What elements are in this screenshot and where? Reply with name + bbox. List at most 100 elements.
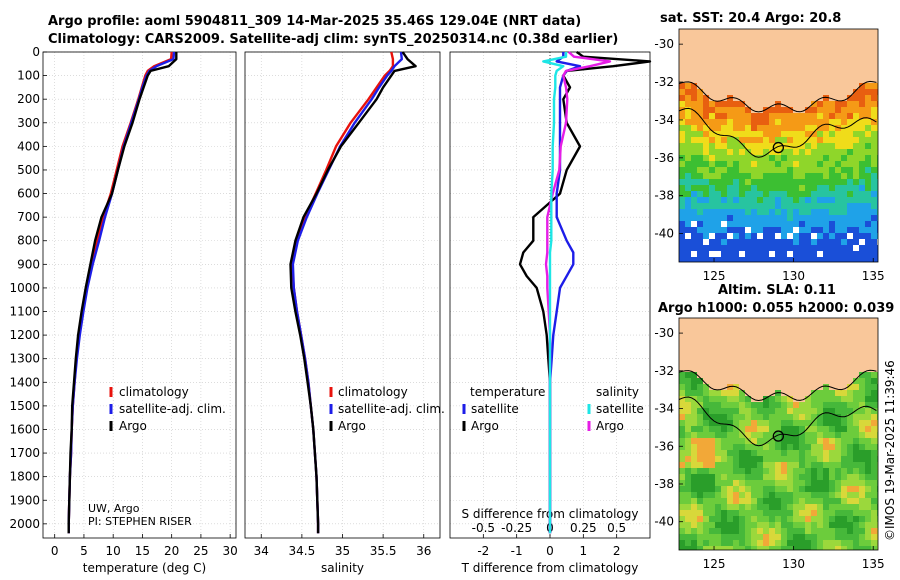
map-cell xyxy=(817,209,823,215)
map-cell xyxy=(697,546,703,550)
legend-label: Argo xyxy=(596,419,624,433)
map-cell xyxy=(745,119,751,125)
map-cell xyxy=(799,131,805,137)
map-cell xyxy=(697,540,703,546)
map-cell xyxy=(763,209,769,215)
map-cell xyxy=(769,245,775,251)
map-cell xyxy=(865,65,871,71)
map-cell xyxy=(859,53,865,59)
map-cell xyxy=(757,59,763,65)
map-cell xyxy=(727,143,733,149)
map-cell xyxy=(865,414,871,420)
map-cell xyxy=(829,143,835,149)
map-cell xyxy=(685,462,691,468)
map-cell xyxy=(715,366,721,372)
map-cell xyxy=(763,35,769,41)
map-cell xyxy=(715,35,721,41)
map-cell xyxy=(823,390,829,396)
map-cell xyxy=(685,402,691,408)
map-cell xyxy=(691,101,697,107)
map-cell xyxy=(721,516,727,522)
map-cell xyxy=(763,143,769,149)
map-cell xyxy=(817,251,823,257)
map-cell xyxy=(859,185,865,191)
map-cell xyxy=(811,498,817,504)
map-cell xyxy=(757,221,763,227)
map-cell xyxy=(697,444,703,450)
map-cell xyxy=(781,528,787,534)
map-cell xyxy=(805,239,811,245)
map-cell xyxy=(871,444,877,450)
map-cell xyxy=(793,41,799,47)
map-cell xyxy=(775,330,781,336)
map-cell xyxy=(697,354,703,360)
map-cell xyxy=(853,540,859,546)
map-cell xyxy=(847,35,853,41)
map-cell xyxy=(775,516,781,522)
map-cell xyxy=(781,468,787,474)
map-cell xyxy=(733,149,739,155)
map-cell xyxy=(823,498,829,504)
map-cell xyxy=(697,438,703,444)
map-cell xyxy=(817,89,823,95)
map-cell xyxy=(793,378,799,384)
map-cell xyxy=(847,528,853,534)
map-cell xyxy=(787,173,793,179)
map-cell xyxy=(865,390,871,396)
map-cell xyxy=(763,414,769,420)
map-cell xyxy=(697,468,703,474)
map-cell xyxy=(733,41,739,47)
map-cell xyxy=(823,143,829,149)
map-cell xyxy=(859,420,865,426)
map-cell xyxy=(757,155,763,161)
map-cell xyxy=(739,408,745,414)
map-cell xyxy=(691,450,697,456)
map-cell xyxy=(841,65,847,71)
map-cell xyxy=(763,336,769,342)
map-cell xyxy=(805,414,811,420)
map-cell xyxy=(691,143,697,149)
map-cell xyxy=(793,71,799,77)
map-cell xyxy=(853,257,859,262)
map-cell xyxy=(859,107,865,113)
map-cell xyxy=(829,185,835,191)
map-cell xyxy=(727,498,733,504)
map-cell xyxy=(823,65,829,71)
sst-map-frame xyxy=(678,28,879,263)
map-cell xyxy=(793,522,799,528)
map-cell xyxy=(763,366,769,372)
map-cell xyxy=(763,450,769,456)
map-cell xyxy=(871,47,877,53)
map-cell xyxy=(805,348,811,354)
map-cell xyxy=(733,408,739,414)
map-cell xyxy=(859,131,865,137)
map-cell xyxy=(691,474,697,480)
map-cell xyxy=(805,149,811,155)
map-cell xyxy=(769,137,775,143)
map-cell xyxy=(679,119,685,125)
map-cell xyxy=(817,408,823,414)
map-cell xyxy=(697,257,703,262)
map-cell xyxy=(715,107,721,113)
map-cell xyxy=(697,77,703,83)
map-cell xyxy=(727,480,733,486)
map-cell xyxy=(841,119,847,125)
map-cell xyxy=(871,173,877,179)
map-cell xyxy=(751,366,757,372)
map-cell xyxy=(799,498,805,504)
map-cell xyxy=(691,360,697,366)
map-cell xyxy=(793,516,799,522)
map-cell xyxy=(751,522,757,528)
map-cell xyxy=(859,239,865,245)
map-cell xyxy=(769,390,775,396)
map-cell xyxy=(811,197,817,203)
map-cell xyxy=(751,444,757,450)
map-cell xyxy=(835,227,841,233)
map-cell xyxy=(679,384,685,390)
map-cell xyxy=(763,480,769,486)
map-cell xyxy=(817,215,823,221)
map-cell xyxy=(877,167,878,173)
map-cell xyxy=(865,83,871,89)
map-cell xyxy=(835,390,841,396)
map-cell xyxy=(721,107,727,113)
